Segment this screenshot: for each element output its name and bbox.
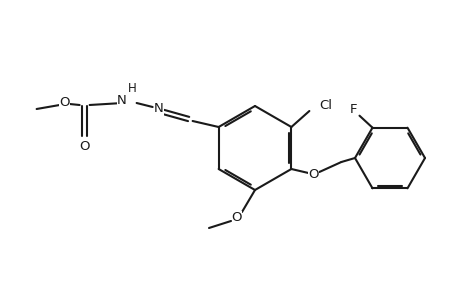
Text: N: N (153, 103, 163, 116)
Text: O: O (308, 167, 318, 181)
Text: N: N (117, 94, 126, 106)
Text: O: O (59, 95, 70, 109)
Text: F: F (349, 103, 357, 116)
Text: Cl: Cl (319, 98, 332, 112)
Text: H: H (128, 82, 137, 94)
Text: O: O (231, 212, 242, 224)
Text: O: O (79, 140, 90, 152)
